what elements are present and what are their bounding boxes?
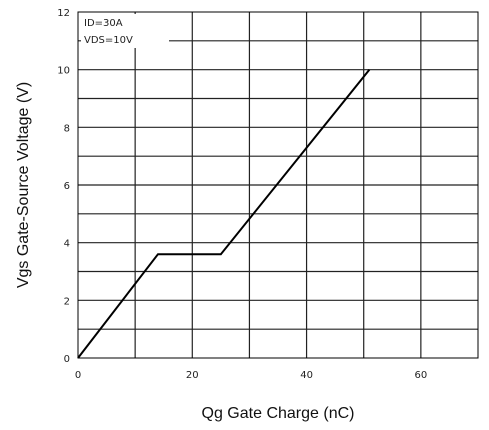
series-layer	[77, 69, 371, 359]
x-tick-label: 0	[75, 370, 81, 381]
y-tick-label: 6	[64, 181, 70, 192]
y-tick-label: 4	[64, 239, 70, 250]
y-tick-label: 10	[57, 66, 70, 77]
annotation-vds: VDS=10V	[84, 35, 133, 46]
x-tick-label: 60	[414, 370, 427, 381]
plot-frame	[77, 11, 479, 359]
y-tick-label: 8	[64, 123, 70, 134]
tick-layer: 0 20 40 60 0 2 4 6 8 10 12	[57, 8, 427, 381]
annotation-id: ID=30A	[84, 18, 123, 29]
y-axis-label: Vgs Gate-Source Voltage (V)	[15, 82, 32, 288]
y-tick-label: 2	[64, 296, 70, 307]
x-tick-label: 20	[186, 370, 199, 381]
y-tick-label: 12	[57, 8, 70, 19]
x-axis-label: Qg Gate Charge (nC)	[202, 405, 355, 422]
annotation-box	[81, 14, 169, 48]
series-line	[77, 69, 371, 359]
grid-layer	[78, 12, 478, 358]
y-tick-label: 0	[64, 354, 70, 365]
x-tick-label: 40	[300, 370, 313, 381]
